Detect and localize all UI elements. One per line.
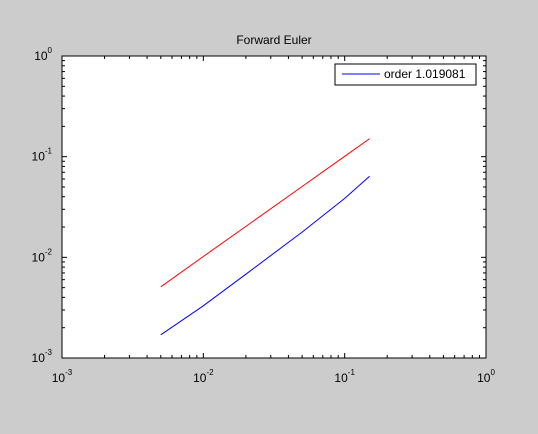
- y-tick-label: 10-1: [32, 147, 53, 164]
- x-tick-label: 10-2: [193, 368, 214, 385]
- x-tick-label: 10-1: [334, 368, 355, 385]
- chart-title: Forward Euler: [236, 33, 311, 47]
- y-tick-label: 100: [34, 46, 52, 63]
- x-tick-label: 100: [477, 368, 495, 385]
- series-layer: [160, 138, 370, 336]
- legend-box: [334, 63, 477, 86]
- series-line-2: [160, 175, 370, 336]
- y-tick-label: 10-3: [32, 348, 53, 365]
- legend: order 1.019081: [334, 63, 477, 86]
- x-tick-label: 10-3: [52, 368, 73, 385]
- y-tick-label: 10-2: [32, 247, 53, 264]
- series-line-1: [160, 138, 370, 288]
- legend-label: order 1.019081: [384, 67, 466, 81]
